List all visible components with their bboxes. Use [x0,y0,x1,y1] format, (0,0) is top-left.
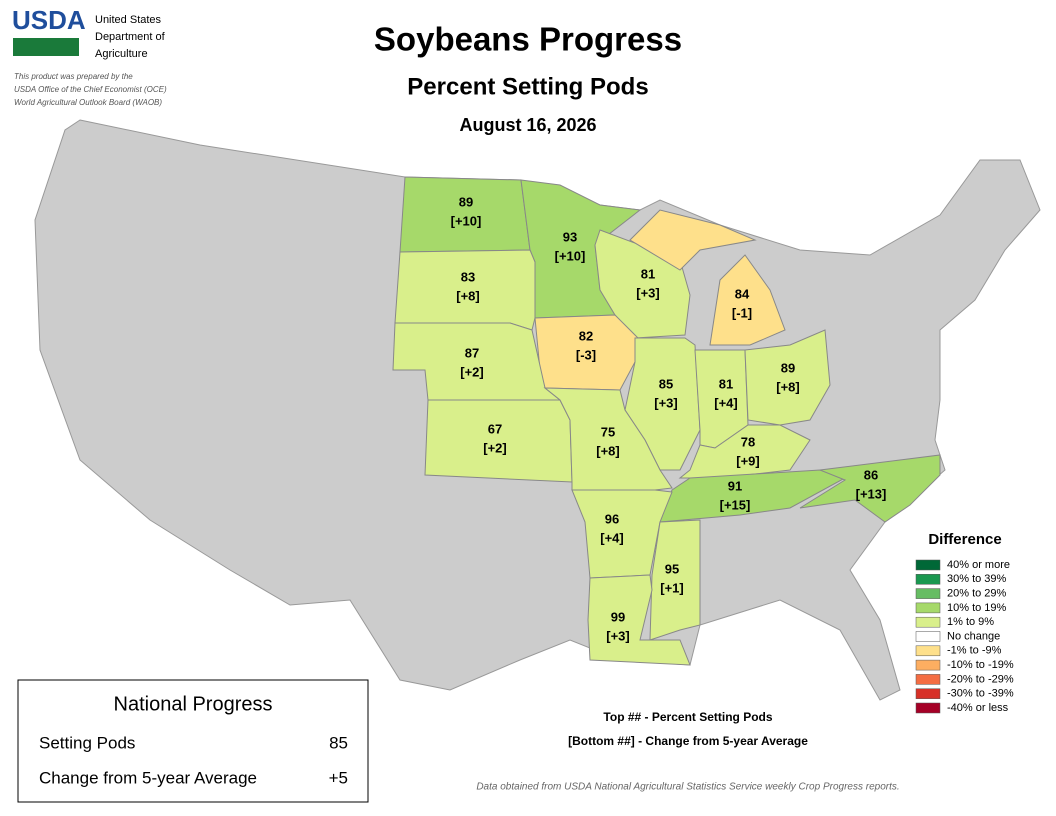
state-change: [+1] [660,580,683,595]
note: World Agricultural Outlook Board (WAOB) [14,98,162,107]
key-line: Top ## - Percent Setting Pods [603,710,772,724]
national-label: Setting Pods [39,733,135,752]
date: August 16, 2026 [459,115,596,135]
legend-label: -40% or less [947,702,1009,714]
state-value: 67 [488,421,502,436]
state-value: 95 [665,561,679,576]
state-change: [+3] [636,285,659,300]
state-change: [+4] [714,395,737,410]
state-value: 87 [465,345,479,360]
state [629,209,757,271]
agency: Department of [95,31,166,43]
subtitle: Percent Setting Pods [407,73,648,100]
state [624,337,701,471]
state-change: [+8] [456,288,479,303]
national-box [17,679,369,803]
state-value: 75 [601,424,615,439]
legend-swatch [915,602,941,614]
agency: Agriculture [95,48,148,60]
legend-label: 30% to 39% [947,573,1007,585]
state-value: 81 [641,266,655,281]
state-value: 85 [659,376,673,391]
state [744,329,831,426]
logo: USDA [12,5,86,35]
state-change: [+8] [776,379,799,394]
legend-swatch [915,688,941,699]
state-change: [-1] [732,305,752,320]
legend-title: Difference [928,531,1001,548]
legend-label: -20% to -29% [947,673,1014,685]
state [709,254,786,346]
legend-swatch [915,631,941,642]
state-value: 82 [579,328,593,343]
state [678,424,811,479]
legend-label: 10% to 19% [947,602,1007,614]
states [392,176,941,666]
legend-swatch [915,659,941,671]
state [571,489,673,579]
state-value: 96 [605,511,619,526]
state [543,387,673,491]
legend-label: 1% to 9% [947,616,994,628]
note: This product was prepared by the [14,72,133,81]
legend-label: -10% to -19% [947,659,1014,671]
state [649,519,701,641]
legend-swatch [915,645,941,657]
state-change: [+10] [451,213,482,228]
state-value: 99 [611,609,625,624]
legend-label: 40% or more [947,559,1010,571]
legend-swatch [915,702,941,714]
legend-swatch [915,616,941,628]
national-value: 85 [329,733,348,752]
source: Data obtained from USDA National Agricul… [476,782,899,793]
legend-label: -30% to -39% [947,688,1014,700]
state-value: 86 [864,467,878,482]
state-change: [+8] [596,443,619,458]
state-value: 81 [719,376,733,391]
state-change: [+4] [600,530,623,545]
state-value: 78 [741,434,755,449]
legend-swatch [915,588,941,599]
state-change: [+15] [720,497,751,512]
legend: 40% or more 30% to 39% 20% to 29% 10% to 19… [915,559,1014,714]
legend-swatch [915,559,941,571]
legend-swatch [915,674,941,685]
legend-label: -1% to -9% [947,645,1002,657]
state-change: [+2] [460,364,483,379]
state [799,454,941,523]
note: USDA Office of the Chief Economist (OCE) [14,85,167,94]
state-change: [+2] [483,440,506,455]
state-value: 83 [461,269,475,284]
logo-field [13,38,79,56]
state-value: 93 [563,229,577,244]
title: Soybeans Progress [374,21,682,58]
state-change: [+3] [606,628,629,643]
key-line: [Bottom ##] - Change from 5-year Average [568,734,808,748]
state-labels: 89 [+10] 93 [+10] 83 [+8] 81 [+3] 84 [-1] 82 [-3] 87… [451,194,887,643]
state-change: [+9] [736,453,759,468]
national-title: National Progress [114,693,273,715]
state-change: [+10] [555,248,586,263]
state-value: 91 [728,478,742,493]
state-change: [+13] [856,486,887,501]
state-value: 89 [459,194,473,209]
legend-label: 20% to 29% [947,588,1007,600]
state [587,574,691,666]
national-value: +5 [329,768,348,787]
agency: United States [95,14,162,26]
legend-swatch [915,574,941,585]
legend-label: No change [947,630,1000,642]
state-change: [+3] [654,395,677,410]
state-value: 84 [735,286,750,301]
state-change: [-3] [576,347,596,362]
national-label: Change from 5-year Average [39,768,257,787]
state-value: 89 [781,360,795,375]
